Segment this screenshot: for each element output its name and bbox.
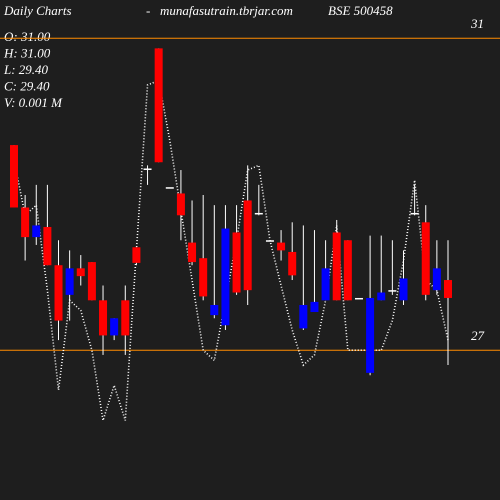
ohlc-info: L: 29.40: [3, 62, 49, 77]
chart-title: Daily Charts: [3, 3, 72, 18]
candle-body: [210, 304, 219, 316]
y-tick-label: 27: [471, 328, 485, 343]
candle-body: [343, 240, 352, 301]
candle-body: [10, 145, 18, 208]
candle-body: [43, 226, 52, 266]
ohlc-info: V: 0.001 M: [4, 95, 63, 110]
candle-body: [332, 232, 341, 301]
candle-body: [76, 268, 85, 277]
candle-body: [99, 300, 108, 336]
candle-body: [410, 212, 419, 215]
candle-body: [288, 251, 297, 276]
candle-body: [366, 297, 375, 373]
symbol: BSE 500458: [328, 3, 393, 18]
candle-body: [165, 187, 174, 189]
separator: -: [146, 3, 150, 18]
candle-body: [21, 207, 30, 238]
candle-body: [121, 300, 130, 336]
candle-body: [310, 301, 319, 313]
candle-body: [254, 212, 263, 215]
candle-body: [277, 242, 286, 251]
candle-body: [110, 318, 119, 336]
candle-body: [143, 168, 152, 170]
ohlc-info: C: 29.40: [4, 78, 50, 93]
candle-body: [399, 278, 408, 301]
candle-body: [388, 290, 397, 292]
candle-body: [232, 232, 241, 293]
candle-body: [32, 225, 41, 238]
candle-body: [265, 240, 274, 242]
candle-body: [377, 292, 386, 301]
candle-body: [221, 228, 230, 326]
candle-body: [299, 304, 308, 329]
source: munafasutrain.tbrjar.com: [160, 3, 293, 18]
candle-body: [87, 262, 96, 301]
ohlc-info: O: 31.00: [4, 29, 51, 44]
candle-body: [132, 247, 141, 263]
candle-body: [176, 193, 185, 216]
y-tick-label: 31: [470, 16, 484, 31]
candle-body: [199, 258, 208, 297]
candle-body: [188, 242, 197, 263]
candle-body: [321, 268, 330, 301]
candle-body: [243, 200, 252, 291]
candle-body: [65, 268, 74, 295]
ohlc-info: H: 31.00: [3, 45, 51, 60]
candle-body: [444, 280, 452, 298]
candle-body: [432, 268, 441, 291]
candle-body: [54, 265, 63, 321]
candle-body: [354, 297, 363, 300]
candle-body: [154, 48, 163, 163]
candle-body: [421, 222, 430, 295]
